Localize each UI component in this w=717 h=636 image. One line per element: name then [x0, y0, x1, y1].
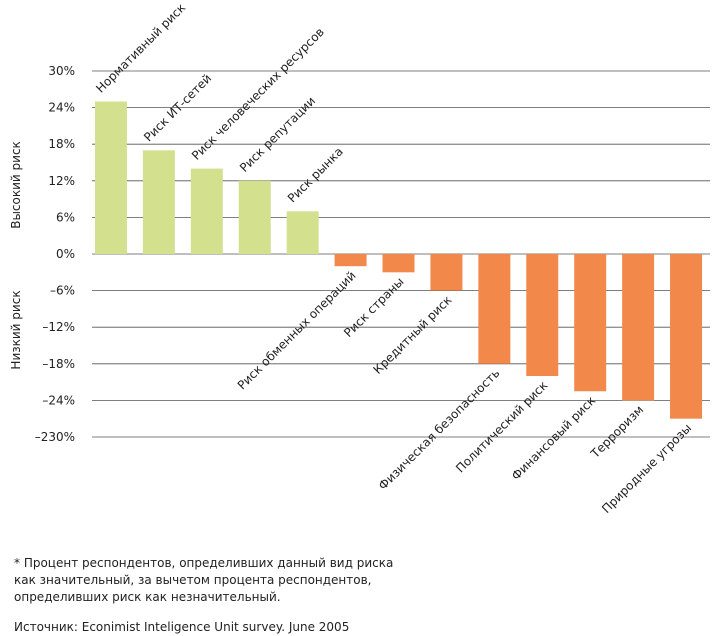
y-tick-label: –6% — [50, 284, 75, 298]
y-tick-label: 18% — [48, 137, 75, 151]
bar — [622, 254, 655, 401]
y-tick-label: 12% — [48, 174, 75, 188]
footnote: определивших риск как незначительный. — [14, 590, 281, 604]
bar — [478, 254, 511, 364]
source: Источник: Econimist Inteligence Unit sur… — [14, 620, 349, 634]
y-tick-label: 30% — [48, 64, 75, 78]
y-tick-label: –24% — [42, 393, 75, 407]
bar — [334, 254, 367, 267]
y-axis-title-low: Низкий риск — [9, 290, 23, 369]
bar — [526, 254, 559, 376]
bar — [382, 254, 415, 273]
category-label: Риск рынка — [285, 144, 346, 205]
bar — [286, 211, 319, 254]
y-tick-label: –18% — [42, 357, 75, 371]
y-tick-label: 0% — [56, 247, 75, 261]
y-tick-label: 6% — [56, 210, 75, 224]
footnote: * Процент респондентов, определивших дан… — [14, 556, 393, 570]
bar — [190, 168, 223, 254]
y-tick-label: –12% — [42, 320, 75, 334]
category-label: Нормативный риск — [93, 1, 188, 96]
category-label: Риск человеческих ресурсов — [189, 25, 327, 163]
y-tick-label: 24% — [48, 101, 75, 115]
category-label: Терроризм — [587, 403, 646, 462]
y-tick-label: –230% — [35, 430, 75, 444]
bar — [238, 180, 271, 254]
y-axis-title-high: Высокий риск — [9, 141, 23, 229]
category-label: Физическая безопасность — [376, 366, 503, 493]
bar — [430, 254, 463, 291]
bar — [94, 101, 127, 254]
footnote: как значительный, за вычетом процента ре… — [14, 573, 372, 587]
bar — [574, 254, 607, 392]
bar — [142, 150, 175, 254]
bar — [670, 254, 703, 419]
